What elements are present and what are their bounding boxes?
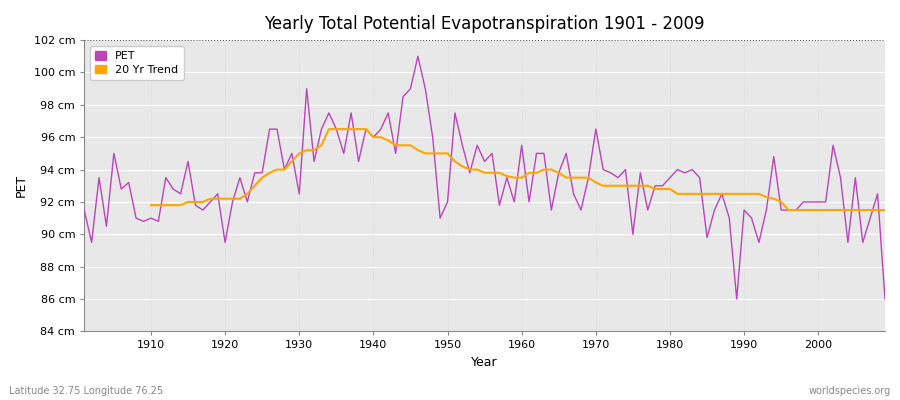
Legend: PET, 20 Yr Trend: PET, 20 Yr Trend: [90, 46, 184, 80]
Y-axis label: PET: PET: [15, 174, 28, 197]
Text: Latitude 32.75 Longitude 76.25: Latitude 32.75 Longitude 76.25: [9, 386, 163, 396]
Text: worldspecies.org: worldspecies.org: [809, 386, 891, 396]
X-axis label: Year: Year: [472, 356, 498, 369]
Title: Yearly Total Potential Evapotranspiration 1901 - 2009: Yearly Total Potential Evapotranspiratio…: [265, 15, 705, 33]
